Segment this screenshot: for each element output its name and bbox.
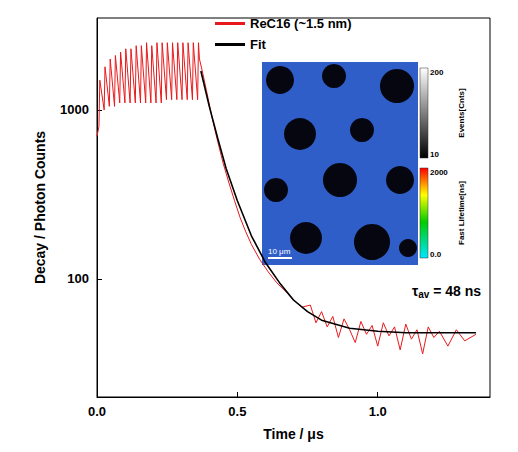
svg-text:10: 10: [430, 150, 439, 159]
svg-text:Fast Lifetime[ns]: Fast Lifetime[ns]: [457, 181, 466, 245]
svg-text:10 μm: 10 μm: [268, 247, 291, 256]
svg-text:0.5: 0.5: [228, 404, 246, 419]
svg-text:= 48 ns: = 48 ns: [429, 283, 481, 299]
svg-text:τ: τ: [412, 282, 419, 299]
svg-text:Decay / Photon Counts: Decay / Photon Counts: [32, 131, 48, 284]
svg-text:av: av: [418, 289, 430, 300]
svg-text:1000: 1000: [60, 102, 89, 117]
svg-text:Time / μs: Time / μs: [263, 426, 324, 442]
svg-text:1.0: 1.0: [369, 404, 387, 419]
svg-text:200: 200: [430, 68, 444, 77]
svg-text:Events[Cnts]: Events[Cnts]: [457, 88, 466, 138]
svg-text:2000: 2000: [430, 168, 448, 177]
svg-text:0.0: 0.0: [430, 250, 442, 259]
svg-text:ReC16 (~1.5 nm): ReC16 (~1.5 nm): [250, 16, 352, 31]
svg-text:Fit: Fit: [250, 37, 267, 52]
svg-text:0.0: 0.0: [88, 404, 106, 419]
svg-text:100: 100: [67, 271, 89, 286]
